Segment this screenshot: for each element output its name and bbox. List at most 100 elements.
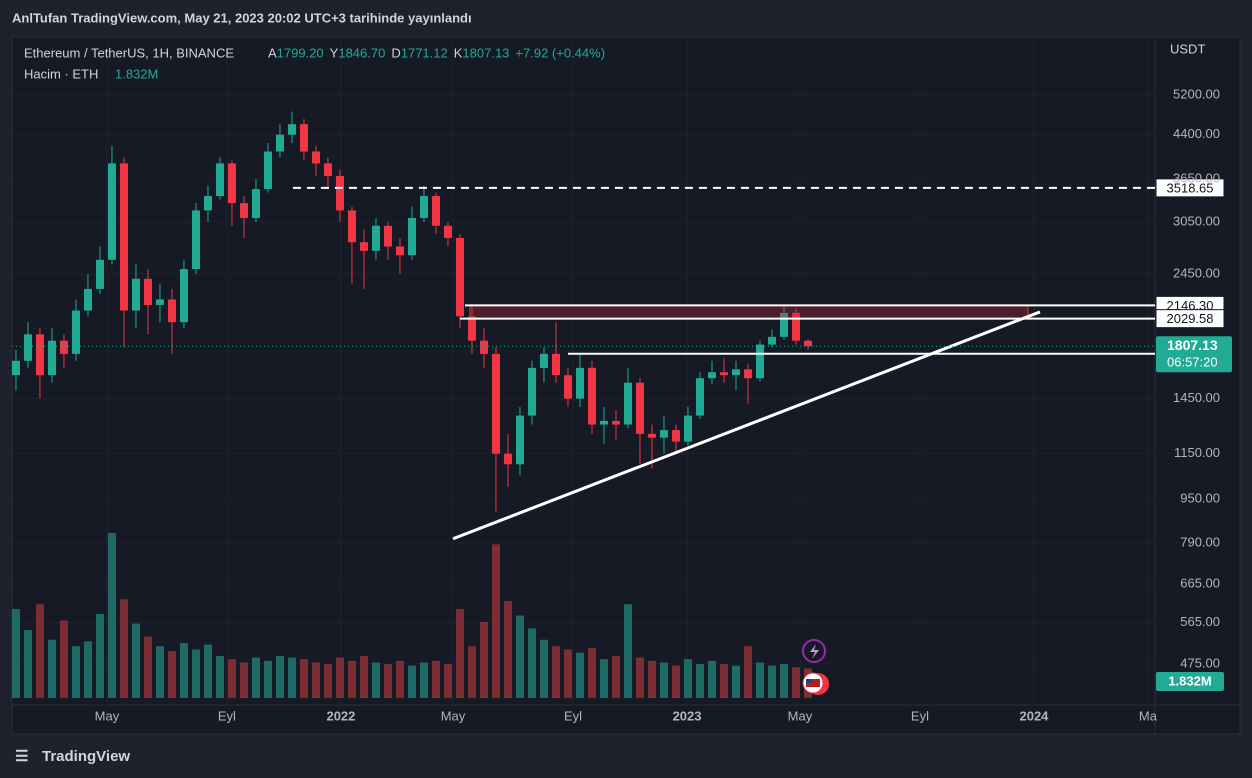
volume-bar	[779, 664, 788, 698]
candle-body	[59, 340, 68, 354]
volume-bar	[551, 646, 560, 698]
candle-body	[539, 353, 548, 368]
volume-legend-value: 1.832M	[115, 66, 158, 81]
x-tick-label: Eyl	[218, 708, 236, 723]
volume-bar	[347, 660, 356, 698]
lightning-icon	[810, 644, 819, 659]
volume-legend-label: Hacim · ETH	[24, 66, 98, 81]
candle-body	[443, 225, 452, 238]
candle-body	[731, 369, 740, 376]
chart-title: Ethereum / TetherUS, 1H, BINANCE	[24, 45, 234, 60]
y-tick-label: 2450.00	[1173, 265, 1220, 280]
volume-bar	[71, 646, 80, 698]
candle-body	[83, 288, 92, 311]
volume-bar	[155, 646, 164, 698]
candle-body	[203, 196, 212, 211]
volume-bar	[659, 662, 668, 698]
candle-body	[431, 196, 440, 226]
candle-body	[719, 372, 728, 376]
legend-value: 1771.12	[401, 45, 448, 60]
volume-bar	[587, 647, 596, 698]
volume-bar	[695, 664, 704, 698]
grid	[12, 38, 1155, 705]
candle-body	[359, 242, 368, 251]
volume-bar	[83, 641, 92, 698]
level-label: 2029.58	[1167, 311, 1214, 326]
volume-bar	[791, 667, 800, 698]
candle-body	[791, 312, 800, 341]
volume-bar	[167, 651, 176, 698]
legend-value: 1799.20	[277, 45, 324, 60]
candle-body	[191, 210, 200, 270]
volume-bar	[47, 639, 56, 698]
legend-value: 1807.13	[462, 45, 509, 60]
candle-body	[707, 372, 716, 379]
candle-body	[611, 420, 620, 425]
volume-bar	[455, 609, 464, 698]
volume-bar	[11, 609, 20, 698]
candle-body	[635, 382, 644, 434]
candle-body	[95, 259, 104, 289]
last-price-label: 1807.13	[1167, 337, 1218, 353]
candle-body	[515, 415, 524, 465]
candle-body	[779, 312, 788, 337]
publisher: AnlTufan TradingView.com, May 21, 2023 2…	[12, 10, 472, 25]
y-tick-label: 3050.00	[1173, 213, 1220, 228]
volume-bar	[371, 662, 380, 698]
candle-body	[383, 225, 392, 247]
candle-body	[347, 210, 356, 243]
candle-body	[599, 420, 608, 425]
y-tick-label: 950.00	[1180, 491, 1220, 506]
volume-bar	[335, 657, 344, 698]
x-tick-label: 2023	[673, 708, 702, 723]
x-tick-label: May	[95, 708, 120, 723]
y-tick-label: 4400.00	[1173, 126, 1220, 141]
candle-body	[11, 360, 20, 376]
x-tick-label: May	[788, 708, 813, 723]
candle-body	[623, 382, 632, 425]
annotations: 3518.652146.302029.581751.401807.1306:57…	[12, 178, 1232, 691]
volume-bar	[407, 665, 416, 698]
resistance-zone	[469, 304, 1029, 320]
event-icon[interactable]	[802, 639, 826, 663]
last-price-box	[1156, 336, 1232, 373]
volume-bar	[515, 615, 524, 698]
flag-canton	[806, 679, 812, 683]
volume-bar	[275, 655, 284, 698]
volume-bar	[443, 664, 452, 698]
candle-body	[671, 430, 680, 442]
currency: USDT	[1170, 41, 1205, 56]
y-tick-label: 475.00	[1180, 655, 1220, 670]
volume-bar	[503, 600, 512, 698]
volume-badge: 1.832M	[1168, 673, 1211, 688]
logo-mark: ☰	[15, 748, 28, 765]
volume-bar	[767, 665, 776, 698]
volume-bar	[611, 655, 620, 698]
volume-bar	[59, 620, 68, 698]
candle-body	[239, 203, 248, 218]
candle-body	[35, 334, 44, 376]
candle-body	[755, 344, 764, 379]
candle-body	[683, 415, 692, 442]
volume-bar	[743, 646, 752, 698]
volume-bar	[263, 660, 272, 698]
candle-body	[311, 151, 320, 164]
volume-bar	[95, 613, 104, 698]
level-label: 3518.65	[1167, 180, 1214, 195]
volume-bar	[239, 662, 248, 698]
candle-body	[23, 334, 32, 361]
volume-bar	[599, 659, 608, 698]
candle-body	[215, 163, 224, 197]
x-tick-label: 2024	[1019, 708, 1049, 723]
candle-body	[179, 269, 188, 323]
volume-bar	[203, 644, 212, 698]
candle-body	[299, 124, 308, 152]
candle-body	[491, 353, 500, 454]
candle-body	[743, 369, 752, 379]
volume-bar	[563, 649, 572, 698]
volume-bar	[575, 652, 584, 698]
y-tick-label: 665.00	[1180, 575, 1220, 590]
volume-bar	[119, 599, 128, 698]
volume-badge-box	[1156, 672, 1224, 691]
